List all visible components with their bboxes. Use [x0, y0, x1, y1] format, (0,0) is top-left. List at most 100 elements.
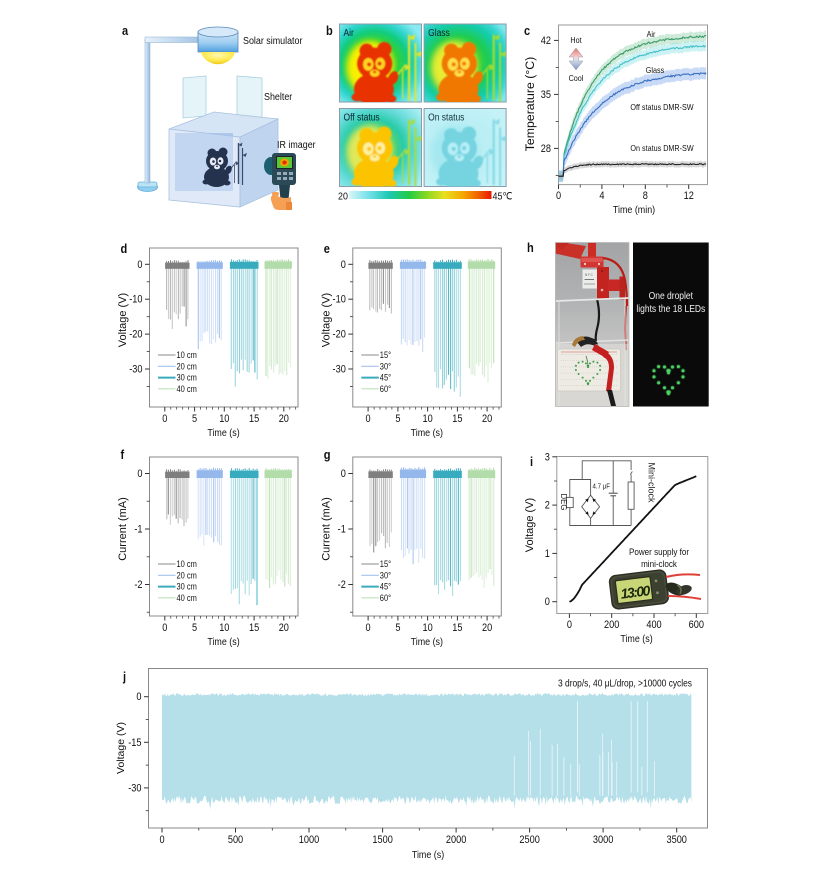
svg-text:3 drop/s, 40 μL/drop, >10000 c: 3 drop/s, 40 μL/drop, >10000 cycles — [558, 678, 692, 689]
svg-text:-10: -10 — [129, 294, 143, 306]
svg-text:Off status: Off status — [344, 112, 380, 123]
svg-text:0: 0 — [162, 413, 167, 425]
svg-text:0: 0 — [341, 468, 346, 480]
svg-text:Voltage (V): Voltage (V) — [320, 293, 332, 347]
svg-text:a: a — [122, 23, 128, 38]
svg-text:0: 0 — [137, 468, 142, 480]
svg-text:Current (mA): Current (mA) — [320, 497, 332, 561]
svg-text:-2: -2 — [134, 579, 143, 591]
svg-text:30°: 30° — [380, 362, 391, 372]
svg-text:60°: 60° — [380, 593, 391, 603]
svg-text:20: 20 — [279, 622, 290, 634]
svg-text:28: 28 — [541, 143, 552, 155]
svg-text:20 cm: 20 cm — [177, 571, 198, 581]
svg-text:15: 15 — [452, 413, 463, 425]
svg-text:200: 200 — [604, 619, 620, 631]
svg-text:On status: On status — [428, 112, 465, 123]
svg-text:5: 5 — [395, 413, 400, 425]
svg-text:Time (s): Time (s) — [411, 636, 443, 648]
svg-text:Voltage (V): Voltage (V) — [117, 293, 129, 347]
svg-text:60°: 60° — [380, 384, 391, 394]
svg-text:h: h — [527, 240, 534, 255]
svg-text:30 cm: 30 cm — [177, 373, 198, 383]
svg-text:Time (s): Time (s) — [412, 849, 444, 861]
svg-text:20: 20 — [482, 622, 493, 634]
svg-text:Cool: Cool — [569, 73, 584, 83]
svg-text:Air: Air — [344, 27, 354, 38]
svg-text:e: e — [324, 241, 330, 256]
svg-text:10: 10 — [422, 413, 433, 425]
svg-text:40 cm: 40 cm — [177, 384, 198, 394]
svg-text:20: 20 — [279, 413, 290, 425]
svg-text:500: 500 — [228, 834, 244, 846]
svg-text:lights the 18 LEDs: lights the 18 LEDs — [636, 303, 705, 314]
svg-text:15: 15 — [452, 622, 463, 634]
svg-text:Off status DMR-SW: Off status DMR-SW — [630, 102, 694, 112]
svg-text:5: 5 — [192, 622, 197, 634]
svg-text:Shelter: Shelter — [264, 91, 293, 103]
svg-text:30°: 30° — [380, 571, 391, 581]
svg-text:4.7 μF: 4.7 μF — [593, 483, 610, 491]
svg-text:-30: -30 — [129, 364, 143, 376]
svg-text:2500: 2500 — [519, 834, 540, 846]
svg-text:-2: -2 — [338, 579, 347, 591]
svg-text:2000: 2000 — [446, 834, 467, 846]
svg-text:5: 5 — [192, 413, 197, 425]
svg-text:15°: 15° — [380, 559, 391, 569]
svg-text:NFC: NFC — [585, 273, 594, 277]
svg-text:Voltage (V): Voltage (V) — [115, 722, 127, 774]
svg-text:3000: 3000 — [593, 834, 614, 846]
svg-text:20 cm: 20 cm — [177, 362, 198, 372]
svg-text:Temperature (°C): Temperature (°C) — [523, 57, 537, 151]
svg-text:3: 3 — [545, 452, 550, 464]
svg-text:1: 1 — [545, 548, 550, 560]
svg-text:35: 35 — [541, 89, 552, 101]
svg-text:d: d — [121, 241, 128, 256]
svg-text:45°: 45° — [380, 373, 391, 383]
svg-text:IR imager: IR imager — [277, 139, 316, 151]
svg-text:mini-clock: mini-clock — [641, 558, 677, 569]
svg-text:1500: 1500 — [372, 834, 393, 846]
svg-text:600: 600 — [689, 619, 705, 631]
svg-text:0: 0 — [366, 622, 371, 634]
svg-text:Time (s): Time (s) — [411, 427, 443, 439]
svg-text:Glass: Glass — [646, 65, 664, 75]
svg-text:8: 8 — [643, 190, 648, 202]
svg-text:400: 400 — [646, 619, 662, 631]
svg-text:12: 12 — [684, 190, 695, 202]
svg-text:5: 5 — [395, 622, 400, 634]
svg-text:-20: -20 — [333, 329, 347, 341]
svg-text:Current (mA): Current (mA) — [117, 497, 129, 561]
svg-text:f: f — [121, 447, 126, 462]
svg-text:Voltage (V): Voltage (V) — [524, 498, 536, 552]
svg-text:-30: -30 — [128, 783, 142, 795]
svg-text:0: 0 — [341, 259, 346, 271]
svg-text:Time (s): Time (s) — [207, 427, 239, 439]
svg-text:Time (s): Time (s) — [207, 636, 239, 648]
svg-text:3500: 3500 — [666, 834, 687, 846]
svg-text:0: 0 — [162, 622, 167, 634]
svg-text:i: i — [530, 454, 533, 469]
svg-text:40 cm: 40 cm — [177, 593, 198, 603]
svg-text:0: 0 — [556, 190, 561, 202]
svg-text:c: c — [524, 23, 530, 38]
svg-text:4: 4 — [599, 190, 604, 202]
svg-text:0: 0 — [136, 692, 141, 704]
svg-text:Time (s): Time (s) — [620, 633, 652, 645]
svg-text:10: 10 — [219, 413, 230, 425]
svg-text:g: g — [324, 447, 331, 462]
svg-text:-1: -1 — [338, 524, 347, 536]
svg-text:30 cm: 30 cm — [177, 582, 198, 592]
svg-text:One droplet: One droplet — [649, 290, 694, 301]
svg-text:0: 0 — [366, 413, 371, 425]
svg-text:Solar simulator: Solar simulator — [243, 35, 303, 47]
svg-text:42: 42 — [541, 35, 552, 47]
svg-text:Air: Air — [647, 29, 656, 39]
svg-text:45°: 45° — [380, 582, 391, 592]
svg-text:On status DMR-SW: On status DMR-SW — [630, 143, 694, 153]
svg-text:15: 15 — [249, 622, 260, 634]
svg-text:2: 2 — [545, 500, 550, 512]
svg-text:Glass: Glass — [428, 27, 450, 38]
svg-text:0: 0 — [159, 834, 164, 846]
svg-text:0: 0 — [545, 597, 550, 609]
